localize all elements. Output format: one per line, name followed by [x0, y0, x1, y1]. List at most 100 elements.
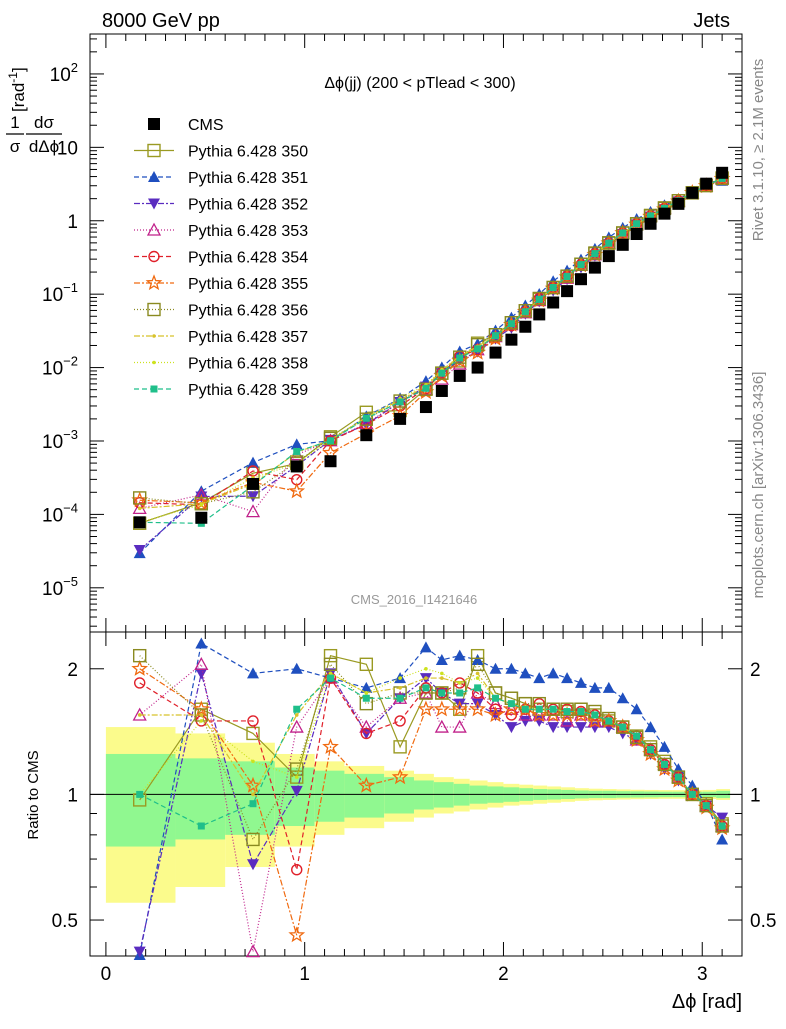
cms-point [489, 346, 502, 359]
ratio-point-pythia-6-428-359 [702, 802, 710, 810]
ratio-point-pythia-6-428-355 [530, 706, 548, 723]
main-point-pythia-6-428-359 [438, 369, 446, 377]
stat-uncertainty-band [414, 780, 434, 810]
ratio-point-pythia-6-428-355 [451, 700, 469, 717]
ratio-point-pythia-6-428-357 [424, 676, 428, 680]
cms-point [547, 296, 560, 309]
ratio-line-pythia-6-428-359 [139, 677, 723, 827]
ratio-point-pythia-6-428-356 [290, 762, 304, 776]
cms-point [324, 455, 337, 468]
legend-label: Pythia 6.428 354 [188, 250, 308, 267]
ratio-point-pythia-6-428-352 [133, 946, 146, 958]
ratio-point-pythia-6-428-359 [521, 705, 529, 713]
ratio-point-pythia-6-428-359 [647, 746, 655, 754]
ratio-point-pythia-6-428-352 [505, 722, 518, 734]
cms-point [453, 369, 466, 382]
main-point-pythia-6-428-356 [532, 291, 546, 306]
ratio-point-pythia-6-428-355 [642, 745, 659, 762]
ratio-point-pythia-6-428-355 [656, 760, 673, 777]
ratio-point-pythia-6-428-353 [289, 719, 304, 733]
ratio-point-pythia-6-428-351 [489, 662, 502, 674]
ylabel-d-den: dΔϕ [29, 137, 59, 156]
legend-label: Pythia 6.428 353 [188, 223, 308, 240]
ratio-point-pythia-6-428-359 [507, 700, 515, 708]
ratio-point-pythia-6-428-356 [616, 720, 630, 734]
ratio-point-pythia-6-428-354 [589, 709, 601, 721]
cms-point [588, 261, 601, 274]
ratio-point-pythia-6-428-359 [633, 732, 641, 740]
main-point-pythia-6-428-356 [435, 366, 449, 380]
ratio-point-pythia-6-428-359 [456, 689, 464, 697]
y-tick-label-exp: −4 [63, 500, 78, 515]
stat-uncertainty-band [384, 777, 415, 814]
ylabel-frac-num: 1 [10, 113, 19, 132]
series-cms [133, 166, 729, 529]
legend-label: Pythia 6.428 351 [188, 170, 308, 187]
ratio-point-pythia-6-428-357 [199, 713, 204, 717]
ratio-point-pythia-6-428-355 [322, 738, 339, 754]
ratio-point-pythia-6-428-355 [487, 706, 504, 723]
x-tick-label: 1 [299, 964, 310, 985]
main-point-pythia-6-428-359 [507, 320, 515, 328]
ratio-point-pythia-6-428-356 [323, 657, 338, 672]
ratio-point-pythia-6-428-351 [602, 681, 615, 693]
y-tick-label: 1 [67, 212, 78, 233]
main-point-pythia-6-428-359 [474, 345, 482, 353]
ratio-point-pythia-6-428-358 [294, 775, 299, 779]
y-tick-label: 10−3 [42, 427, 78, 453]
main-point-pythia-6-428-358 [199, 503, 204, 507]
legend: CMS Pythia 6.428 350 Pythia 6.428 351 Pythi… [134, 117, 308, 399]
main-point-pythia-6-428-359 [327, 437, 335, 445]
ratio-point-pythia-6-428-359 [474, 684, 482, 692]
cms-point [644, 217, 657, 230]
ratio-point-pythia-6-428-355 [544, 706, 562, 723]
ratio-point-pythia-6-428-351 [519, 667, 532, 679]
cms-point [716, 166, 729, 179]
ratio-point-pythia-6-428-358 [424, 666, 428, 671]
main-point-pythia-6-428-355 [487, 329, 504, 346]
y-tick-label: 10 [57, 138, 78, 159]
ratio-point-pythia-6-428-359 [249, 800, 257, 808]
main-point-pythia-6-428-359 [591, 250, 599, 258]
ylabel-unit: [rad [9, 83, 28, 112]
main-line-pythia-6-428-357 [139, 177, 723, 509]
cms-point [602, 250, 615, 263]
ratio-point-pythia-6-428-359 [660, 760, 668, 768]
ratio-y-tick-label: 0.5 [52, 911, 78, 932]
process-label: Jets [693, 10, 730, 32]
ratio-point-pythia-6-428-359 [438, 689, 446, 697]
ratio-point-pythia-6-428-356 [132, 648, 147, 663]
main-point-pythia-6-428-359 [456, 354, 464, 362]
main-point-pythia-6-428-356 [453, 350, 467, 364]
ratio-point-pythia-6-428-351 [561, 672, 574, 684]
ratio-point-pythia-6-428-351 [616, 692, 629, 704]
ratio-point-pythia-6-428-355 [417, 700, 435, 717]
ratio-point-pythia-6-428-353 [504, 701, 519, 715]
y-tick-label-exp: −1 [63, 280, 78, 295]
ratio-point-pythia-6-428-353 [359, 719, 374, 733]
main-point-pythia-6-428-359 [549, 284, 557, 292]
ratio-point-pythia-6-428-355 [503, 700, 520, 717]
y-tick-label-base: 10 [42, 579, 63, 600]
cms-point [471, 361, 484, 374]
ratio-point-pythia-6-428-351 [419, 641, 432, 653]
ratio-point-pythia-6-428-359 [197, 822, 205, 830]
cms-point [561, 285, 574, 298]
legend-marker [147, 143, 161, 158]
ratio-point-pythia-6-428-351 [471, 653, 484, 665]
ratio-point-pythia-6-428-352 [453, 698, 466, 710]
ratio-point-pythia-6-428-356 [685, 787, 700, 802]
cms-point [574, 273, 587, 286]
x-tick-label: 3 [697, 964, 708, 985]
ratio-point-pythia-6-428-355 [192, 700, 210, 717]
ratio-point-pythia-6-428-359 [605, 717, 613, 725]
ratio-point-pythia-6-428-356 [246, 832, 260, 847]
ratio-point-pythia-6-428-359 [327, 674, 335, 682]
legend-marker [150, 385, 158, 393]
legend-label: Pythia 6.428 352 [188, 197, 308, 214]
ylabel-unit-close: ] [9, 67, 28, 72]
ratio-point-pythia-6-428-359 [563, 708, 571, 716]
ratio-point-pythia-6-428-354 [420, 682, 432, 694]
x-tick-label: 2 [498, 964, 509, 985]
